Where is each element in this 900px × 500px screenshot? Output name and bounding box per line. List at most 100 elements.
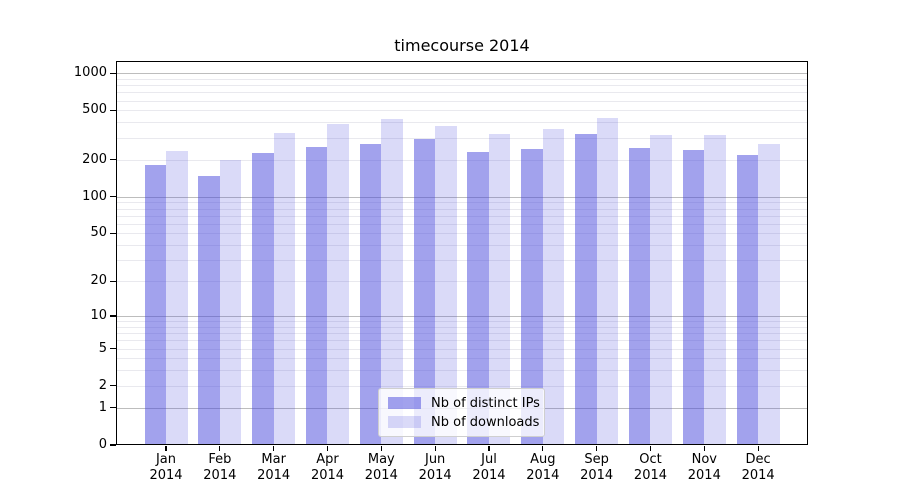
x-tick-label: Apr 2014 [295, 452, 359, 484]
minor-gridline [116, 202, 808, 204]
bar-apr-downloads [327, 124, 349, 445]
major-gridline [116, 315, 808, 317]
x-tick-year: 2014 [310, 468, 345, 483]
minor-gridline [116, 340, 808, 342]
x-tick-month: Apr [316, 452, 339, 467]
y-tick-label: 100 [82, 188, 107, 204]
bar-oct-downloads [650, 134, 672, 445]
bar-jun-downloads [435, 125, 457, 445]
major-gridline [116, 73, 808, 75]
x-tick-label: Feb 2014 [188, 452, 252, 484]
bar-feb-ips [198, 175, 220, 445]
bar-nov-ips [682, 149, 705, 445]
x-tick-year: 2014 [149, 468, 183, 483]
x-tick-month: May [367, 452, 395, 467]
x-tick-mark [326, 445, 329, 451]
minor-gridline [116, 245, 808, 247]
x-tick-year: 2014 [687, 468, 721, 483]
bar-dec-downloads [758, 143, 780, 445]
minor-gridline [116, 321, 808, 323]
bar-jan-downloads [166, 150, 188, 445]
y-tick-mark [110, 72, 116, 74]
bar-jul-ips [467, 152, 489, 445]
y-tick-mark [110, 407, 116, 409]
bar-sep-downloads [596, 118, 619, 445]
minor-gridline [116, 348, 808, 350]
x-tick-month: Sep [584, 452, 609, 467]
bar-oct-ips [628, 148, 651, 445]
bar-jul-downloads [488, 133, 511, 445]
x-tick-mark [542, 445, 544, 451]
y-tick-label: 0 [98, 437, 107, 452]
y-tick-mark [110, 315, 116, 317]
y-tick-label: 5 [98, 340, 107, 356]
y-tick-label: 1 [98, 399, 107, 415]
y-tick-mark [110, 385, 116, 387]
x-tick-label: Sep 2014 [565, 452, 629, 484]
y-tick-mark [110, 232, 116, 235]
legend-swatch-distinct-ips [388, 397, 421, 409]
x-tick-label: Jul 2014 [457, 452, 521, 484]
bar-dec-ips [736, 154, 759, 445]
y-tick-label: 2 [98, 377, 107, 393]
bar-aug-ips [521, 148, 543, 445]
y-tick-label: 10 [90, 307, 107, 323]
y-tick-label: 500 [82, 102, 107, 118]
minor-gridline [116, 85, 808, 87]
x-tick-year: 2014 [633, 468, 668, 483]
minor-gridline [116, 159, 808, 161]
x-tick-year: 2014 [580, 468, 614, 483]
minor-gridline [116, 137, 808, 139]
legend-swatch-downloads [388, 416, 421, 428]
x-tick-label: Nov 2014 [672, 452, 736, 484]
x-tick-label: May 2014 [349, 452, 413, 484]
x-tick-mark [757, 445, 759, 451]
plot-area [116, 61, 808, 445]
minor-gridline [116, 110, 808, 112]
bar-may-downloads [381, 118, 403, 445]
minor-gridline [116, 223, 808, 225]
bar-sep-ips [575, 134, 597, 445]
legend-entry: Nb of distinct IPs [388, 395, 540, 411]
legend: Nb of distinct IPs Nb of downloads [378, 388, 545, 437]
bar-mar-downloads [273, 132, 296, 445]
x-tick-month: Feb [208, 452, 232, 467]
minor-gridline [116, 358, 808, 360]
x-tick-month: Oct [639, 452, 662, 467]
x-tick-month: Dec [745, 452, 771, 467]
bar-aug-downloads [542, 129, 565, 445]
x-tick-mark [649, 445, 652, 451]
bar-mar-ips [252, 152, 274, 445]
y-tick-mark [110, 159, 116, 161]
x-tick-label: Dec 2014 [726, 452, 790, 484]
x-tick-year: 2014 [364, 468, 398, 483]
x-tick-label: Oct 2014 [618, 452, 682, 484]
x-tick-year: 2014 [472, 468, 506, 483]
minor-gridline [116, 100, 808, 102]
x-tick-mark [596, 445, 598, 451]
legend-entry: Nb of downloads [388, 414, 539, 430]
minor-gridline [116, 92, 808, 94]
x-tick-year: 2014 [526, 468, 560, 483]
bar-jan-ips [144, 165, 166, 445]
bar-may-ips [359, 144, 382, 445]
bar-feb-downloads [219, 160, 242, 445]
x-tick-year: 2014 [203, 468, 237, 483]
legend-label: Nb of downloads [431, 414, 540, 430]
minor-gridline [116, 215, 808, 217]
x-tick-mark [273, 445, 275, 451]
bar-nov-downloads [704, 134, 726, 445]
y-tick-mark [110, 347, 116, 350]
x-tick-mark [434, 445, 436, 451]
x-tick-label: Jan 2014 [134, 452, 198, 484]
minor-gridline [116, 233, 808, 235]
x-tick-label: Aug 2014 [511, 452, 575, 484]
y-tick-mark [110, 109, 116, 112]
minor-gridline [116, 208, 808, 210]
x-tick-month: Aug [530, 452, 556, 467]
x-tick-year: 2014 [257, 468, 291, 483]
chart-title: timecourse 2014 [394, 36, 530, 55]
x-tick-year: 2014 [741, 468, 775, 483]
minor-gridline [116, 385, 808, 387]
